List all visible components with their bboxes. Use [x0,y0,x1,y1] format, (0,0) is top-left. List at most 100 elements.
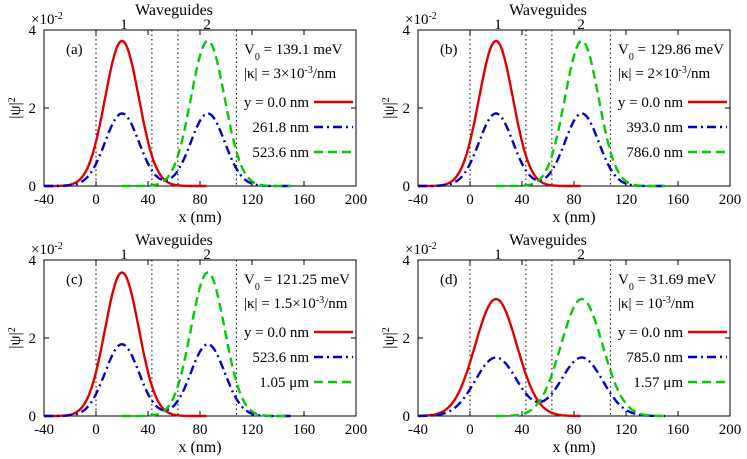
waveguide-label-2: 2 [577,17,585,33]
y-axis-label: |ψ|2 [381,97,399,118]
y-multiplier: ×10-2 [31,11,63,29]
x-tick-label: 160 [667,192,690,208]
legend-label: y = 0.0 nm [244,95,309,111]
x-tick-label: 80 [193,422,208,438]
legend-label: y = 0.0 nm [618,95,683,111]
x-tick-label: 160 [293,192,316,208]
waveguide-label-2: 2 [203,247,211,263]
x-tick-label: -40 [34,192,54,208]
legend-label: 523.6 nm [252,350,309,366]
legend-label: y = 0.0 nm [618,325,683,341]
title: Waveguides [509,2,587,19]
y-tick-label: 2 [403,331,411,347]
y-tick-label: 4 [403,253,411,269]
y-tick-label: 2 [29,331,37,347]
x-tick-label: 80 [567,192,582,208]
x-tick-label: 80 [567,422,582,438]
legend-label: 1.57 μm [633,375,683,391]
x-tick-label: 40 [515,192,530,208]
y-multiplier: ×10-2 [31,241,63,259]
x-tick-label: -40 [408,192,428,208]
x-axis-label: x (nm) [178,209,221,226]
series-line-1 [44,112,291,188]
y-tick-label: 2 [29,101,37,117]
legend-label: 523.6 nm [252,145,309,161]
x-axis-label: x (nm) [178,439,221,456]
param-v0: V0 = 31.69 meV [618,272,717,293]
param-v0: V0 = 121.25 meV [244,272,350,293]
x-axis-label: x (nm) [552,439,595,456]
waveguide-label-1: 1 [120,247,128,263]
x-tick-label: 80 [193,192,208,208]
series-line-0 [417,297,581,418]
series-line-1 [418,112,665,188]
param-v0: V0 = 129.86 meV [618,42,724,63]
waveguide-label-1: 1 [120,17,128,33]
x-tick-label: 200 [719,192,742,208]
series-line-2 [495,39,666,188]
series-line-1 [44,343,291,418]
legend-label: 1.05 μm [259,375,309,391]
x-tick-label: 40 [515,422,530,438]
y-tick-label: 0 [403,179,411,195]
param-kappa: |κ| = 1.5×10-3/nm [244,295,348,313]
y-tick-label: 0 [29,179,37,195]
x-tick-label: 40 [141,422,156,438]
param-kappa: |κ| = 10-3/nm [618,295,695,313]
x-tick-label: 40 [141,192,156,208]
panel-label: (d) [440,272,458,288]
series-line-2 [121,39,292,188]
x-tick-label: 200 [719,422,742,438]
legend-label: y = 0.0 nm [244,325,309,341]
x-tick-label: 0 [466,192,474,208]
panel-label: (a) [66,42,83,58]
waveguide-label-2: 2 [203,17,211,33]
y-tick-label: 4 [29,253,37,269]
y-tick-label: 2 [403,101,411,117]
series-line-2 [495,297,666,418]
title: Waveguides [135,2,213,19]
waveguide-label-1: 1 [494,17,502,33]
legend-label: 785.0 nm [626,350,683,366]
series-line-2 [121,271,292,418]
series-line-1 [418,356,665,418]
panel-label: (b) [440,42,458,58]
param-v0: V0 = 139.1 meV [244,42,343,63]
x-tick-label: -40 [34,422,54,438]
param-kappa: |κ| = 3×10-3/nm [244,65,336,83]
x-tick-label: -40 [408,422,428,438]
legend-label: 261.8 nm [252,120,309,136]
x-tick-label: 0 [92,422,100,438]
waveguide-label-1: 1 [494,247,502,263]
y-tick-label: 0 [403,409,411,425]
x-tick-label: 160 [293,422,316,438]
title: Waveguides [509,232,587,249]
x-tick-label: 160 [667,422,690,438]
legend-label: 786.0 nm [626,145,683,161]
title: Waveguides [135,232,213,249]
y-axis-label: |ψ|2 [381,327,399,348]
x-tick-label: 120 [241,192,264,208]
x-tick-label: 120 [241,422,264,438]
x-axis-label: x (nm) [552,209,595,226]
x-tick-label: 120 [615,422,638,438]
y-axis-label: |ψ|2 [7,97,25,118]
y-axis-label: |ψ|2 [7,327,25,348]
x-tick-label: 0 [466,422,474,438]
x-tick-label: 0 [92,192,100,208]
x-tick-label: 200 [345,422,368,438]
y-tick-label: 4 [29,23,37,39]
y-multiplier: ×10-2 [405,11,437,29]
x-tick-label: 200 [345,192,368,208]
param-kappa: |κ| = 2×10-3/nm [618,65,710,83]
panel-label: (c) [66,272,83,288]
y-tick-label: 4 [403,23,411,39]
waveguide-label-2: 2 [577,247,585,263]
y-tick-label: 0 [29,409,37,425]
legend-label: 393.0 nm [626,120,683,136]
